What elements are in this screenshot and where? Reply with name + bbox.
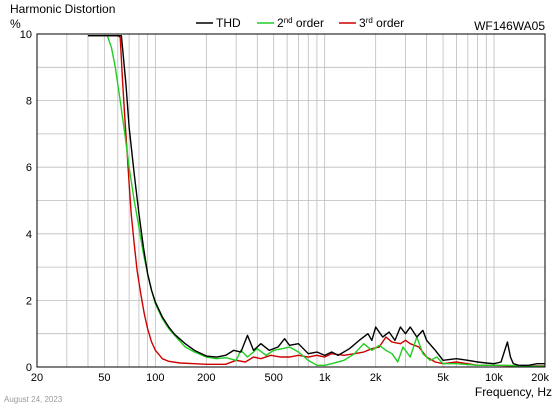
plot-frame — [36, 33, 546, 368]
x-tick-label: 200 — [197, 372, 215, 384]
y-tick-label: 0 — [26, 362, 32, 374]
chart-title: Harmonic Distortion — [10, 2, 115, 16]
date-label: August 24, 2023 — [4, 395, 63, 404]
x-tick-label: 2k — [370, 372, 382, 384]
series-line-2nd-order — [87, 34, 545, 368]
x-tick-label: 500 — [265, 372, 283, 384]
x-axis-label: Frequency, Hz — [475, 385, 552, 399]
x-tick-label: 5k — [437, 372, 449, 384]
data-series — [87, 34, 545, 368]
y-tick-labels: 0 2 4 6 8 10 — [20, 29, 32, 374]
x-tick-labels: 20 50 100 200 500 1k 2k 5k 10k 20k — [31, 372, 550, 384]
model-label: WF146WA05 — [474, 19, 545, 33]
x-tick-label: 20 — [31, 372, 43, 384]
y-tick-label: 2 — [26, 295, 32, 307]
plot-grid — [37, 34, 545, 367]
series-line-thd — [87, 34, 545, 367]
legend-entry-label: 3rd order — [359, 16, 404, 30]
y-tick-label: 6 — [26, 162, 32, 174]
legend: THD 2nd order 3rd order — [196, 16, 404, 30]
y-tick-label: 10 — [20, 29, 32, 41]
x-tick-label: 100 — [146, 372, 164, 384]
legend-entry-label: THD — [216, 16, 241, 30]
x-tick-label: 1k — [319, 372, 331, 384]
x-tick-label: 10k — [485, 372, 503, 384]
x-tick-label: 20k — [531, 372, 549, 384]
y-axis-unit-label: % — [10, 17, 21, 31]
y-tick-label: 8 — [26, 96, 32, 108]
y-tick-label: 4 — [26, 229, 32, 241]
legend-entry-label: 2nd order — [277, 16, 324, 30]
x-tick-label: 50 — [98, 372, 110, 384]
